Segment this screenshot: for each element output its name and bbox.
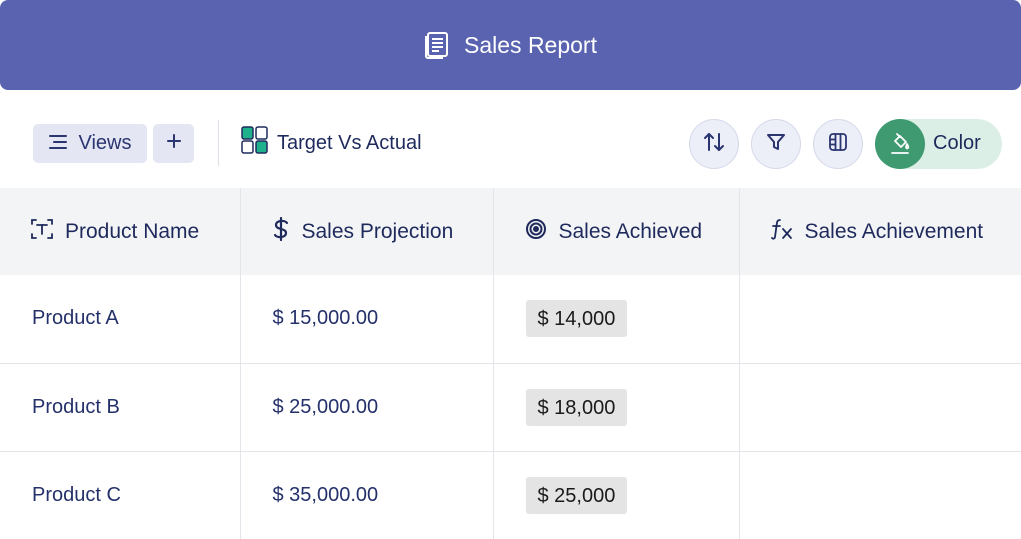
app-header: Sales Report (0, 0, 1021, 90)
column-header-sales-projection[interactable]: Sales Projection (240, 188, 494, 275)
filter-icon (766, 132, 786, 157)
product-name-cell[interactable]: Product A (0, 275, 241, 364)
sales-achieved-chip: $ 25,000 (525, 476, 628, 514)
sales-projection-cell[interactable]: $ 25,000.00 (240, 363, 494, 452)
text-field-icon (31, 218, 53, 245)
column-header-sales-achievement[interactable]: Sales Achievement (739, 188, 1021, 275)
page-title: Sales Report (464, 31, 597, 58)
sort-icon (703, 132, 725, 157)
formula-icon (770, 218, 793, 246)
column-label: Sales Projection (301, 219, 454, 243)
table-row[interactable]: Product B $ 25,000.00 $ 18,000 (0, 363, 1021, 452)
columns-icon (828, 132, 848, 157)
toolbar: Views Target Vs Actual (0, 90, 1021, 188)
data-table: Product Name Sales Projection (0, 188, 1021, 539)
table-row[interactable]: Product C $ 35,000.00 $ 25,000 (0, 451, 1021, 539)
plus-icon (166, 134, 181, 153)
current-view[interactable]: Target Vs Actual (241, 126, 422, 160)
column-label: Product Name (65, 219, 200, 243)
report-icon (424, 31, 450, 59)
sales-achieved-cell[interactable]: $ 18,000 (493, 363, 740, 452)
toolbar-divider (218, 120, 219, 166)
sales-projection-cell[interactable]: $ 15,000.00 (240, 275, 494, 364)
column-label: Sales Achievement (804, 219, 984, 243)
view-name-label: Target Vs Actual (277, 131, 422, 154)
table-row[interactable]: Product A $ 15,000.00 $ 14,000 (0, 275, 1021, 364)
sales-achieved-chip: $ 14,000 (525, 300, 628, 338)
table-header-row: Product Name Sales Projection (0, 188, 1021, 275)
sales-projection-cell[interactable]: $ 35,000.00 (240, 451, 494, 539)
sales-achieved-cell[interactable]: $ 25,000 (493, 451, 740, 539)
sales-achieved-cell[interactable]: $ 14,000 (493, 275, 740, 364)
column-header-product-name[interactable]: Product Name (0, 188, 241, 275)
column-label: Sales Achieved (558, 219, 703, 243)
menu-icon (48, 132, 67, 155)
views-button[interactable]: Views (33, 124, 147, 163)
sales-achievement-cell[interactable] (739, 451, 1021, 539)
paint-bucket-icon (875, 119, 925, 169)
target-icon (525, 218, 547, 246)
sales-achievement-cell[interactable] (739, 275, 1021, 364)
view-grid-icon (241, 126, 268, 160)
sort-button[interactable] (689, 119, 739, 169)
columns-button[interactable] (813, 119, 863, 169)
add-view-button[interactable] (153, 124, 194, 163)
product-name-cell[interactable]: Product C (0, 451, 241, 539)
sales-achieved-chip: $ 18,000 (525, 388, 628, 426)
column-header-sales-achieved[interactable]: Sales Achieved (493, 188, 740, 275)
product-name-cell[interactable]: Product B (0, 363, 241, 452)
sales-achievement-cell[interactable] (739, 363, 1021, 452)
filter-button[interactable] (751, 119, 801, 169)
color-label: Color (933, 132, 981, 154)
color-button[interactable]: Color (875, 119, 1002, 169)
dollar-icon (272, 216, 290, 247)
views-label: Views (78, 132, 132, 154)
